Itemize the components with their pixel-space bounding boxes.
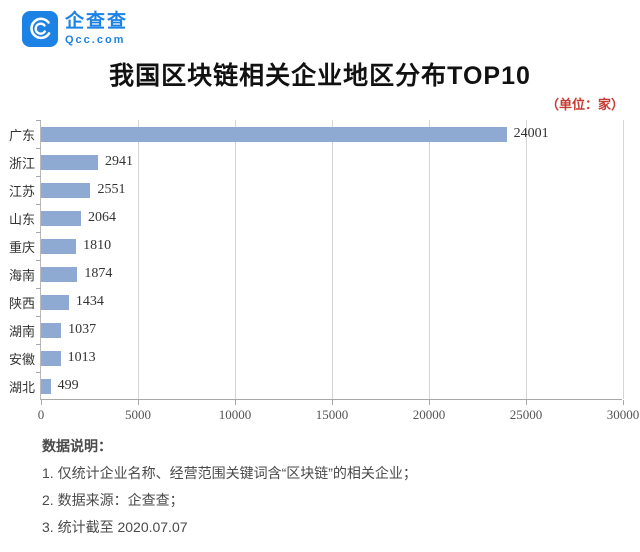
y-axis-tick <box>36 204 41 205</box>
x-axis-tick-label: 0 <box>37 407 45 422</box>
y-axis-tick <box>36 316 41 317</box>
y-axis-tick <box>36 232 41 233</box>
y-axis-tick <box>36 372 41 373</box>
bar <box>41 323 62 338</box>
bar-row-浙江: 浙江 2941 <box>9 148 622 176</box>
x-axis-tick <box>526 400 527 405</box>
value-label: 1434 <box>75 294 104 309</box>
bar-row-江苏: 江苏 2551 <box>9 176 622 204</box>
data-notes: 数据说明： 1. 仅统计企业名称、经营范围关键词含“区块链”的相关企业； 2. … <box>42 433 417 541</box>
bar-row-广东: 广东 24001 <box>9 120 622 148</box>
value-label: 2064 <box>88 210 117 225</box>
qcc-logo-icon <box>22 11 58 47</box>
x-axis-tick <box>623 400 624 405</box>
y-axis-tick <box>36 288 41 289</box>
y-axis-tick <box>36 260 41 261</box>
category-label: 湖北 <box>8 379 35 395</box>
y-axis-tick <box>36 176 41 177</box>
value-label: 2941 <box>105 154 134 169</box>
x-axis-tick <box>138 400 139 405</box>
gridline-x-30000 <box>623 120 624 399</box>
bar-row-山东: 山东 2064 <box>9 204 622 232</box>
brand-logo: 企查查 Qcc.com <box>22 11 128 47</box>
gridline-x-5000 <box>138 120 139 399</box>
gridline-x-25000 <box>526 120 527 399</box>
gridline-x-10000 <box>235 120 236 399</box>
x-axis-tick-label: 30000 <box>606 407 640 422</box>
value-label: 1013 <box>67 350 96 365</box>
notes-heading: 数据说明： <box>42 438 112 454</box>
x-axis-tick <box>41 400 42 405</box>
value-label: 499 <box>57 378 79 393</box>
value-label: 24001 <box>513 126 549 141</box>
category-label: 湖南 <box>8 323 35 339</box>
bar-row-安徽: 安徽 1013 <box>9 344 622 372</box>
bar-row-湖南: 湖南 1037 <box>9 316 622 344</box>
gridline-x-15000 <box>332 120 333 399</box>
bar-row-湖北: 湖北 499 <box>9 372 622 400</box>
note-line-2: 2. 数据来源：企查查； <box>42 492 184 508</box>
y-axis-tick <box>36 120 41 121</box>
value-label: 1874 <box>84 266 113 281</box>
unit-label: （单位：家） <box>545 97 624 112</box>
bar <box>41 267 78 282</box>
category-label: 江苏 <box>8 183 35 199</box>
value-label: 1810 <box>83 238 112 253</box>
bar-row-陕西: 陕西 1434 <box>9 288 622 316</box>
bar <box>41 183 91 198</box>
category-label: 山东 <box>8 211 35 227</box>
bar-chart-plot-area: 广东 24001 浙江 2941 江苏 2551 山东 2064 重庆 1810 海南 1874 陕西 1… <box>9 120 639 422</box>
brand-name: 企查查 <box>65 11 129 32</box>
x-axis-tick <box>235 400 236 405</box>
gridline-x-20000 <box>429 120 430 399</box>
y-axis-tick <box>36 344 41 345</box>
category-label: 广东 <box>8 127 35 143</box>
x-axis-tick-label: 20000 <box>412 407 446 422</box>
value-label: 1037 <box>68 322 97 337</box>
category-label: 浙江 <box>8 155 35 171</box>
bar-row-海南: 海南 1874 <box>9 260 622 288</box>
y-axis-tick <box>36 148 41 149</box>
bar-row-重庆: 重庆 1810 <box>9 232 622 260</box>
bar <box>41 239 77 254</box>
brand-domain: Qcc.com <box>65 34 126 46</box>
category-label: 海南 <box>8 267 35 283</box>
x-axis-tick-label: 10000 <box>218 407 252 422</box>
category-label: 重庆 <box>8 239 35 255</box>
bar <box>41 295 69 310</box>
x-axis-tick-label: 25000 <box>509 407 543 422</box>
x-axis-tick-label: 5000 <box>125 407 151 422</box>
bar <box>41 127 507 142</box>
page-title: 我国区块链相关企业地区分布TOP10 <box>109 62 531 90</box>
category-label: 安徽 <box>8 351 35 367</box>
value-label: 2551 <box>97 182 126 197</box>
bar <box>41 211 82 226</box>
bar <box>41 155 99 170</box>
note-line-3: 3. 统计截至 2020.07.07 <box>42 519 188 535</box>
bar <box>41 379 51 394</box>
note-line-1: 1. 仅统计企业名称、经营范围关键词含“区块链”的相关企业； <box>42 465 417 481</box>
x-axis-tick <box>429 400 430 405</box>
x-axis-tick <box>332 400 333 405</box>
x-axis-tick-label: 15000 <box>315 407 349 422</box>
category-label: 陕西 <box>8 295 35 311</box>
bar <box>41 351 61 366</box>
